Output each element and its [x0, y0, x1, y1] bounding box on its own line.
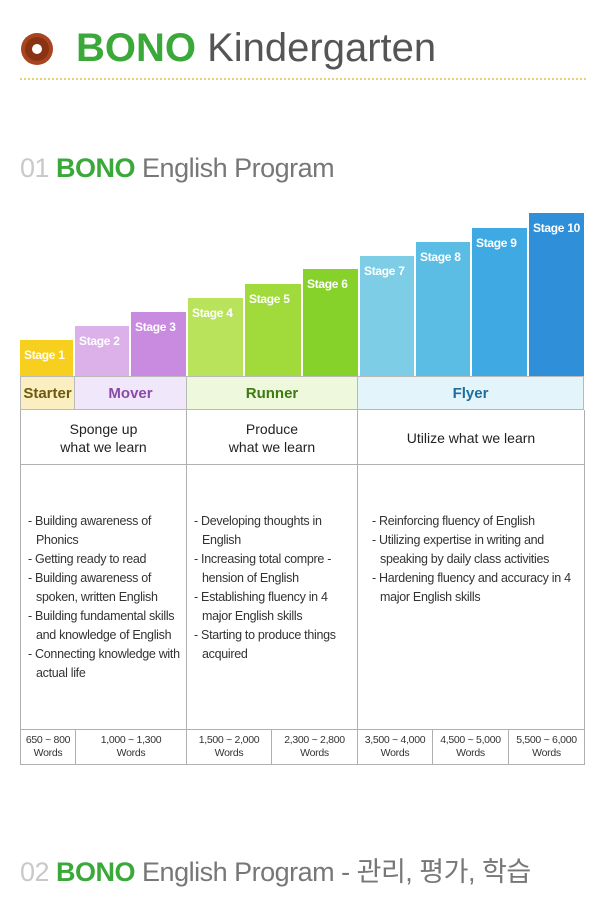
word-count-stage-1: 650 ~ 800 Words [21, 730, 75, 764]
word-count-stage-8: 4,500 ~ 5,000 Words [433, 730, 508, 764]
word-count-stage-9-10: 5,500 ~ 6,000 Words [509, 730, 584, 764]
stage-label: Stage 6 [307, 277, 348, 291]
goal-line: Utilize what we learn [406, 429, 536, 446]
list-item: Reinforcing fluency of English [368, 512, 578, 531]
list-item: Building fundamental skills and knowledg… [24, 607, 184, 645]
goal-runner: Produce what we learn [187, 411, 357, 464]
stage-label: Stage 9 [476, 236, 517, 250]
stage-bar-2: Stage 2 [75, 326, 129, 376]
word-unit: Words [300, 747, 329, 759]
section-number: 02 [20, 857, 57, 887]
word-range: 5,500 ~ 6,000 [516, 734, 577, 746]
stage-label: Stage 3 [135, 320, 176, 334]
word-unit: Words [116, 747, 146, 759]
list-item: Utilizing expertise in writing and speak… [368, 531, 578, 569]
stage-label: Stage 5 [249, 292, 290, 306]
donut-logo-icon [21, 33, 53, 65]
goal-line: Sponge up [69, 420, 138, 437]
list-item: Increasing total compre - hension of Eng… [190, 550, 356, 588]
stage-label: Stage 8 [420, 250, 461, 264]
list-item: Connecting knowledge with actual life [24, 645, 184, 683]
table-border [186, 410, 187, 765]
list-item: Developing thoughts in English [190, 512, 356, 550]
word-range: 4,500 ~ 5,000 [440, 734, 501, 746]
table-divider [20, 464, 584, 465]
level-starter: Starter [20, 376, 75, 410]
goal-line: what we learn [228, 438, 316, 455]
word-range: 1,000 ~ 1,300 [100, 734, 162, 746]
section-title-1: 01 BONO English Program [20, 152, 335, 184]
stage-label: Stage 2 [79, 334, 120, 348]
stage-bar-6: Stage 6 [303, 269, 358, 376]
word-unit: Words [33, 747, 63, 759]
page-title: BONO Kindergarten [76, 24, 436, 72]
description-starter-mover: Building awareness of Phonics Getting re… [24, 512, 184, 683]
table-border [357, 410, 358, 765]
section-brand: BONO [56, 153, 136, 183]
section-title-text: English Program - 관리, 평가, 학습 [135, 857, 531, 887]
table-divider [20, 764, 584, 765]
goal-starter-mover: Sponge up what we learn [21, 411, 186, 464]
list-item: Establishing fluency in 4 major English … [190, 588, 356, 626]
stage-bar-1: Stage 1 [20, 340, 73, 376]
word-range: 1,500 ~ 2,000 [198, 734, 260, 746]
table-border [75, 729, 76, 765]
word-count-stage-7: 3,500 ~ 4,000 Words [358, 730, 432, 764]
stage-bar-5: Stage 5 [245, 284, 301, 376]
list-item: Hardening fluency and accuracy in 4 majo… [368, 569, 578, 607]
level-label: Mover [108, 384, 153, 402]
section-brand: BONO [56, 857, 136, 887]
level-mover: Mover [74, 376, 187, 410]
description-runner: Developing thoughts in English Increasin… [190, 512, 356, 664]
word-unit: Words [380, 747, 410, 759]
table-border [584, 410, 585, 765]
stage-bar-8: Stage 8 [416, 242, 470, 376]
stage-label: Stage 4 [192, 306, 233, 320]
stage-bar-9: Stage 9 [472, 228, 527, 376]
level-label: Starter [23, 384, 72, 402]
stage-bar-7: Stage 7 [360, 256, 414, 376]
word-unit: Words [214, 747, 244, 759]
level-flyer: Flyer [357, 376, 584, 410]
table-border [508, 729, 509, 765]
word-range: 650 ~ 800 [25, 734, 71, 746]
list-item: Building awareness of spoken, written En… [24, 569, 184, 607]
table-border [271, 729, 272, 765]
stage-label: Stage 10 [533, 221, 580, 235]
table-divider [20, 729, 584, 730]
list-item: Building awareness of Phonics [24, 512, 184, 550]
word-range: 3,500 ~ 4,000 [364, 734, 426, 746]
description-flyer: Reinforcing fluency of English Utilizing… [368, 512, 578, 607]
goal-line: Produce [245, 420, 299, 437]
word-count-stage-5-6: 2,300 ~ 2,800 Words [272, 730, 357, 764]
word-range: 2,300 ~ 2,800 [284, 734, 345, 746]
word-unit: Words [456, 747, 485, 759]
goal-flyer: Utilize what we learn [358, 411, 584, 464]
stage-label: Stage 7 [364, 264, 405, 278]
section-title-text: English Program [135, 153, 335, 183]
level-runner: Runner [186, 376, 358, 410]
header-divider [20, 78, 586, 80]
level-label: Flyer [452, 384, 489, 402]
table-border [20, 410, 21, 765]
level-label: Runner [245, 384, 299, 402]
list-item: Getting ready to read [24, 550, 184, 569]
table-border [432, 729, 433, 765]
word-count-stage-4: 1,500 ~ 2,000 Words [187, 730, 271, 764]
title-brand: BONO [76, 26, 196, 70]
title-rest: Kindergarten [196, 26, 437, 70]
section-number: 01 [20, 153, 57, 183]
stage-label: Stage 1 [24, 348, 65, 362]
stage-bar-3: Stage 3 [131, 312, 186, 376]
word-count-stage-2-3: 1,000 ~ 1,300 Words [76, 730, 186, 764]
stage-bar-10: Stage 10 [529, 213, 584, 376]
section-title-2: 02 BONO English Program - 관리, 평가, 학습 [20, 856, 531, 888]
goal-line: what we learn [60, 438, 147, 455]
list-item: Starting to produce things acquired [190, 626, 356, 664]
word-unit: Words [532, 747, 561, 759]
stage-bar-4: Stage 4 [188, 298, 243, 376]
